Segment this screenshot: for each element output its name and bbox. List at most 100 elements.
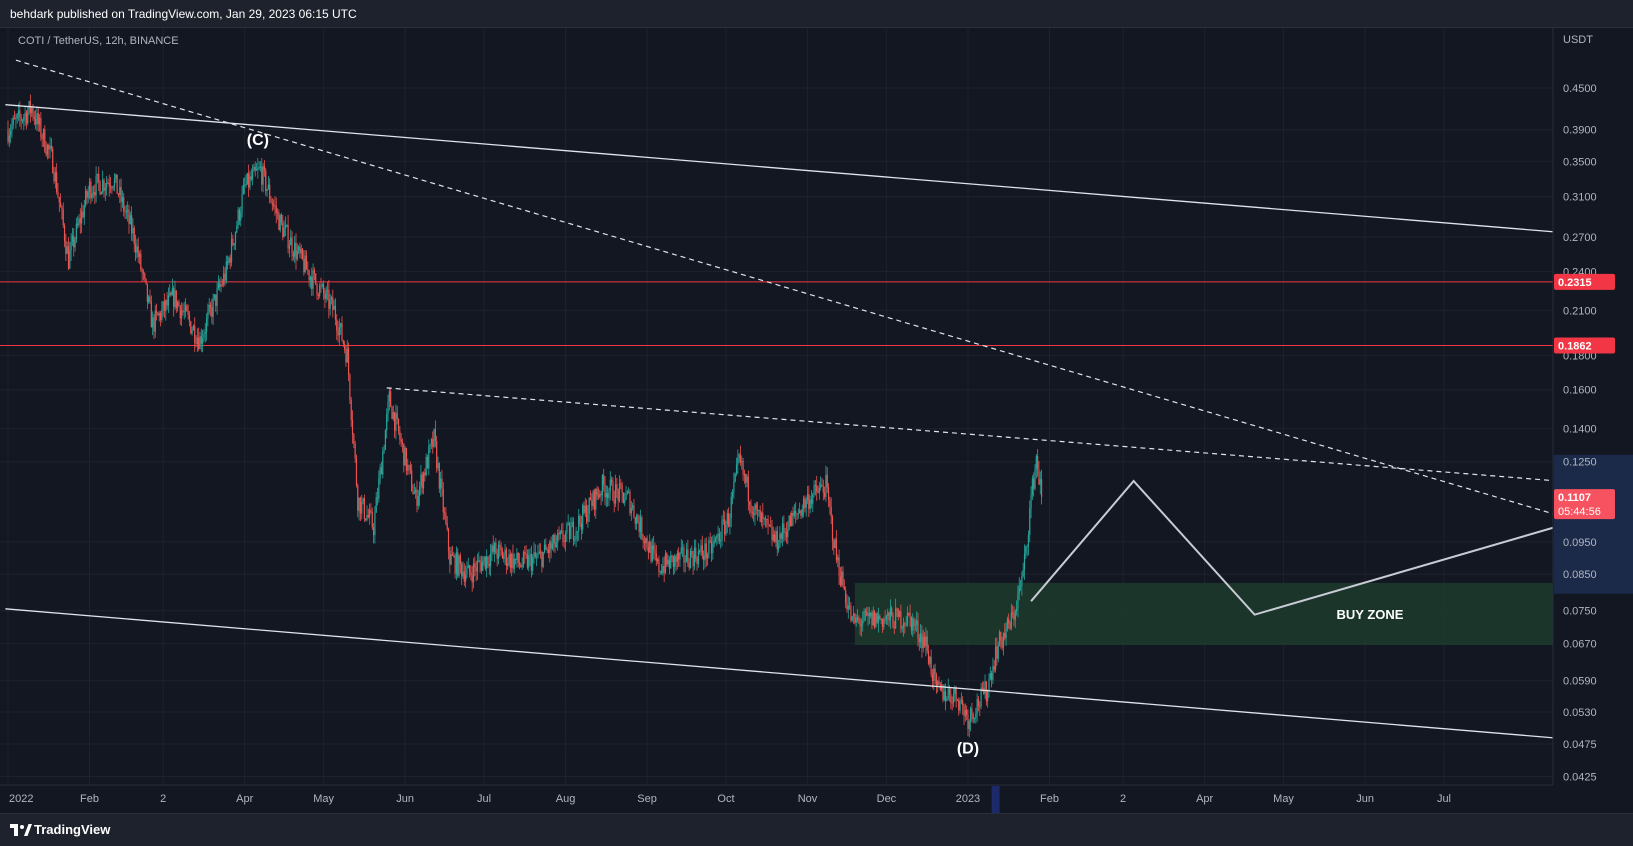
candle-body <box>154 310 156 332</box>
candle-body <box>1026 545 1028 547</box>
candle-body <box>94 192 96 196</box>
candle-body <box>901 627 903 629</box>
candle-body <box>109 186 112 188</box>
tradingview-brand: TradingView <box>34 822 111 837</box>
candle-body <box>191 330 193 334</box>
candle-body <box>966 709 968 715</box>
candle-body <box>24 112 26 118</box>
candle-body <box>578 515 580 532</box>
candle-body <box>316 283 318 295</box>
candle-body <box>608 491 610 499</box>
candle-body <box>969 708 972 722</box>
candle-body <box>726 513 728 525</box>
time-tick: Feb <box>1040 793 1059 805</box>
candle-body <box>303 258 305 273</box>
candle-body <box>722 519 724 521</box>
candle-body <box>635 515 638 524</box>
candle-body <box>409 465 411 471</box>
candle-body <box>791 513 793 527</box>
candle-body <box>198 337 200 350</box>
candle-body <box>301 249 304 259</box>
candle-body <box>87 191 89 198</box>
price-tick: 0.0950 <box>1563 537 1597 549</box>
candle-body <box>650 541 652 562</box>
grid <box>0 28 1553 785</box>
candle-body <box>971 708 973 715</box>
candle-body <box>140 253 142 270</box>
candle-body <box>53 172 55 182</box>
candle-body <box>411 470 413 491</box>
candle-body <box>870 612 872 617</box>
candle-body <box>432 439 434 447</box>
chart-area[interactable]: (C)(D)(E)BUY ZONE USDT0.45000.39000.3500… <box>0 28 1633 813</box>
candle-body <box>290 237 292 246</box>
candle-body <box>549 541 551 553</box>
candle-body <box>926 636 928 652</box>
candle-body <box>286 225 288 227</box>
candle-body <box>36 113 38 125</box>
candle-body <box>842 571 844 587</box>
candle-body <box>850 606 852 621</box>
candle-body <box>674 556 676 567</box>
candle-body <box>384 430 387 450</box>
candle-body <box>417 496 419 506</box>
candle-body <box>121 197 124 202</box>
candle-body <box>158 313 160 316</box>
candle-body <box>421 474 423 489</box>
candle-body <box>90 181 92 199</box>
candle-body <box>1006 618 1008 629</box>
candle-body <box>582 505 584 530</box>
candle-body <box>954 686 956 695</box>
candle-body <box>371 512 373 528</box>
candle-body <box>163 301 166 312</box>
price-chart[interactable]: (C)(D)(E)BUY ZONE USDT0.45000.39000.3500… <box>0 28 1633 813</box>
candle-body <box>159 313 162 321</box>
candle-body <box>745 474 747 483</box>
candle-body <box>83 205 85 218</box>
candle-body <box>829 499 831 507</box>
candle-body <box>604 485 606 498</box>
trendlines <box>5 59 1633 746</box>
candle-body <box>579 515 581 524</box>
candle-body <box>405 447 408 471</box>
candle-body <box>312 270 314 289</box>
candle-body <box>465 574 467 582</box>
candle-body <box>228 257 230 264</box>
candle-body <box>616 484 618 490</box>
candle-body <box>909 613 911 617</box>
candle-body <box>346 348 348 363</box>
candle-body <box>208 304 210 312</box>
candle-body <box>119 187 121 196</box>
candle-body <box>716 535 718 539</box>
candle-body <box>194 325 196 343</box>
wave-label: (C) <box>247 132 269 149</box>
candle-body <box>169 292 171 296</box>
candle-body <box>177 301 179 309</box>
time-tick: Jul <box>1437 793 1451 805</box>
candle-body <box>349 374 351 400</box>
candle-body <box>509 554 511 568</box>
candle-body <box>1030 494 1032 509</box>
candle-body <box>766 518 768 520</box>
candle-body <box>634 517 636 524</box>
candle-body <box>728 513 730 527</box>
candle-body <box>45 151 47 155</box>
candle-body <box>418 485 421 497</box>
candle-body <box>362 498 364 502</box>
candle-body <box>137 246 139 258</box>
candle-body <box>808 494 810 509</box>
candle-body <box>564 533 567 543</box>
candle-body <box>830 506 832 517</box>
candle-body <box>274 205 276 207</box>
candle-body <box>15 118 17 120</box>
candle-body <box>245 184 247 186</box>
candle-body <box>738 454 740 459</box>
candle-body <box>403 443 405 466</box>
candle-body <box>386 414 388 431</box>
candle-body <box>514 558 517 561</box>
candle-body <box>735 464 738 474</box>
candle-body <box>13 117 16 119</box>
candle-body <box>486 556 488 569</box>
candle-body <box>793 510 795 517</box>
price-tick: 0.0590 <box>1563 676 1597 688</box>
